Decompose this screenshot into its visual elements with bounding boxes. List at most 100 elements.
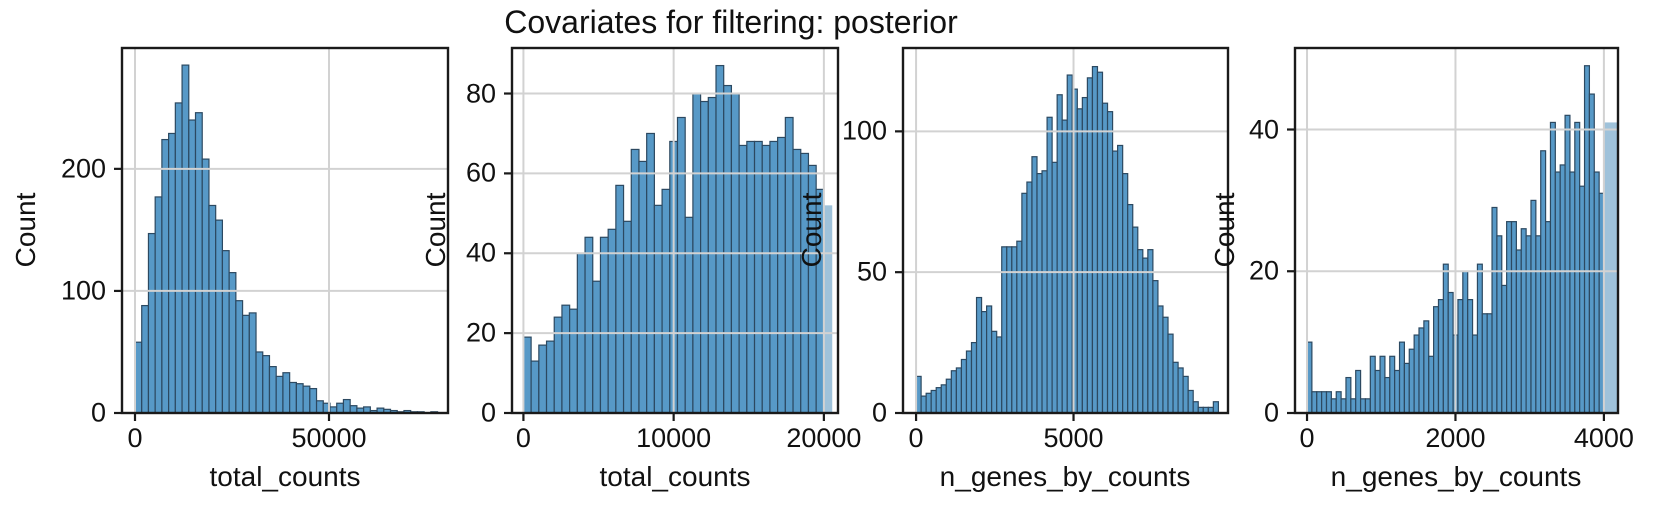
- histogram-bar: [1167, 333, 1174, 414]
- histogram-bar: [188, 119, 197, 414]
- x-tick-label: 50000: [291, 423, 367, 453]
- y-tick-label: 200: [60, 153, 106, 184]
- histogram-bar: [1540, 150, 1547, 414]
- histogram-bar: [599, 236, 609, 414]
- histogram-bar: [661, 188, 671, 414]
- histogram-bar: [1172, 361, 1179, 414]
- histogram-bar: [1588, 93, 1595, 414]
- histogram-bar: [1192, 401, 1199, 414]
- histogram-bar: [134, 341, 143, 414]
- histogram-bar: [1423, 320, 1430, 414]
- histogram-bar: [920, 395, 927, 414]
- histogram-bar: [255, 351, 264, 414]
- histogram-bar: [1335, 391, 1342, 414]
- histogram-bar: [538, 344, 548, 414]
- histogram-bar: [561, 304, 571, 414]
- histogram-bar: [1056, 94, 1063, 414]
- histogram-bar: [1530, 199, 1537, 414]
- histogram-bar: [1212, 401, 1219, 414]
- histogram-bar: [1525, 235, 1532, 414]
- histogram-bar: [935, 387, 942, 414]
- histogram-bar: [761, 144, 771, 414]
- x-tick-label: 0: [127, 423, 143, 453]
- panel-2: [504, 46, 840, 421]
- histogram-bar: [784, 116, 794, 414]
- x-axis-label-4: n_genes_by_counts: [1330, 461, 1582, 492]
- histogram-bar: [154, 196, 163, 414]
- x-tick-label: 5000: [1043, 423, 1104, 453]
- histogram-bar: [1583, 65, 1591, 414]
- axes-frame: [120, 46, 450, 415]
- histogram-bar: [1374, 369, 1381, 414]
- histogram-bar: [282, 372, 291, 414]
- histogram-bar: [1325, 391, 1332, 414]
- histogram-bar: [1091, 65, 1099, 414]
- histogram-bar: [584, 236, 594, 414]
- histogram-bar: [1447, 291, 1454, 414]
- histogram-bar: [1076, 108, 1083, 414]
- histogram-bar: [1389, 355, 1396, 414]
- histogram-bar: [1442, 263, 1449, 414]
- histogram-bar: [1132, 226, 1139, 414]
- histogram-bar: [1408, 348, 1415, 414]
- y-axis-label-3: Count: [796, 192, 827, 268]
- y-tick-label: 100: [60, 275, 106, 306]
- histogram-bar: [545, 340, 555, 414]
- histogram-bar: [1031, 156, 1038, 414]
- histogram-bar: [592, 280, 602, 414]
- histogram-bar: [522, 336, 532, 414]
- x-tick-label: 20000: [786, 423, 862, 453]
- histogram-bar: [792, 148, 802, 414]
- x-tick-label: 2000: [1425, 423, 1486, 453]
- panel-3: [895, 46, 1230, 421]
- y-tick-label: 60: [465, 157, 496, 188]
- histogram-bar: [615, 184, 625, 414]
- histogram-bar: [1106, 111, 1114, 414]
- axes-frame: [1293, 46, 1620, 415]
- histogram-bar: [275, 375, 284, 414]
- histogram-bar: [1340, 398, 1347, 414]
- histogram-bar: [1394, 369, 1401, 414]
- histogram-bar: [1384, 376, 1391, 414]
- histogram-bar: [1127, 203, 1134, 414]
- histogram-bar: [646, 132, 655, 414]
- histogram-bar: [1016, 240, 1023, 414]
- histogram-bar-clipped: [1604, 122, 1617, 414]
- histogram-bar: [1026, 181, 1033, 414]
- axes-frame: [510, 46, 840, 415]
- x-tick-label: 10000: [636, 423, 712, 453]
- histogram-bar: [201, 158, 210, 414]
- histogram-bar: [1086, 77, 1094, 414]
- histogram-bar: [1187, 389, 1194, 414]
- histogram-bar: [1096, 71, 1104, 414]
- y-tick-label: 0: [480, 397, 496, 428]
- y-tick-label: 0: [871, 397, 887, 428]
- histogram-bar: [174, 102, 183, 414]
- histogram-bar: [1549, 121, 1556, 414]
- y-axis-label-1: Count: [10, 192, 41, 268]
- histogram-bar: [181, 64, 190, 414]
- y-tick-label: 20: [1248, 255, 1279, 286]
- histogram-bar: [228, 272, 237, 414]
- histogram-bar: [1369, 355, 1376, 414]
- histogram-bar: [991, 330, 998, 414]
- histogram-bar: [553, 316, 563, 414]
- histogram-bar: [1359, 398, 1367, 414]
- histogram-bar: [707, 96, 717, 414]
- histogram-bar: [336, 402, 345, 414]
- histogram-bar: [1491, 206, 1498, 414]
- histogram-bar: [1462, 270, 1469, 414]
- histogram-bar: [1330, 398, 1337, 414]
- y-tick-label: 0: [1263, 397, 1279, 428]
- histogram-bar: [1041, 170, 1048, 414]
- histogram-bar: [1471, 334, 1479, 414]
- histogram-bar: [248, 312, 257, 414]
- histogram-bar: [676, 116, 686, 414]
- histogram-bar: [753, 140, 763, 414]
- histogram-bar: [1593, 171, 1600, 414]
- histogram-bar: [1117, 144, 1124, 414]
- histogram-bar: [1355, 369, 1362, 414]
- histogram-bar: [295, 383, 304, 414]
- histogram-bar: [955, 367, 963, 414]
- histogram-bar: [653, 204, 663, 414]
